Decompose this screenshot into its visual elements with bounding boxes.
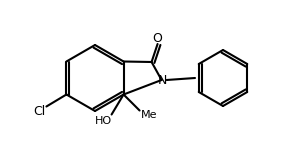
- Text: Me: Me: [141, 111, 158, 120]
- Text: HO: HO: [95, 115, 112, 126]
- Text: N: N: [158, 73, 167, 86]
- Text: O: O: [153, 33, 162, 46]
- Text: Cl: Cl: [33, 105, 45, 118]
